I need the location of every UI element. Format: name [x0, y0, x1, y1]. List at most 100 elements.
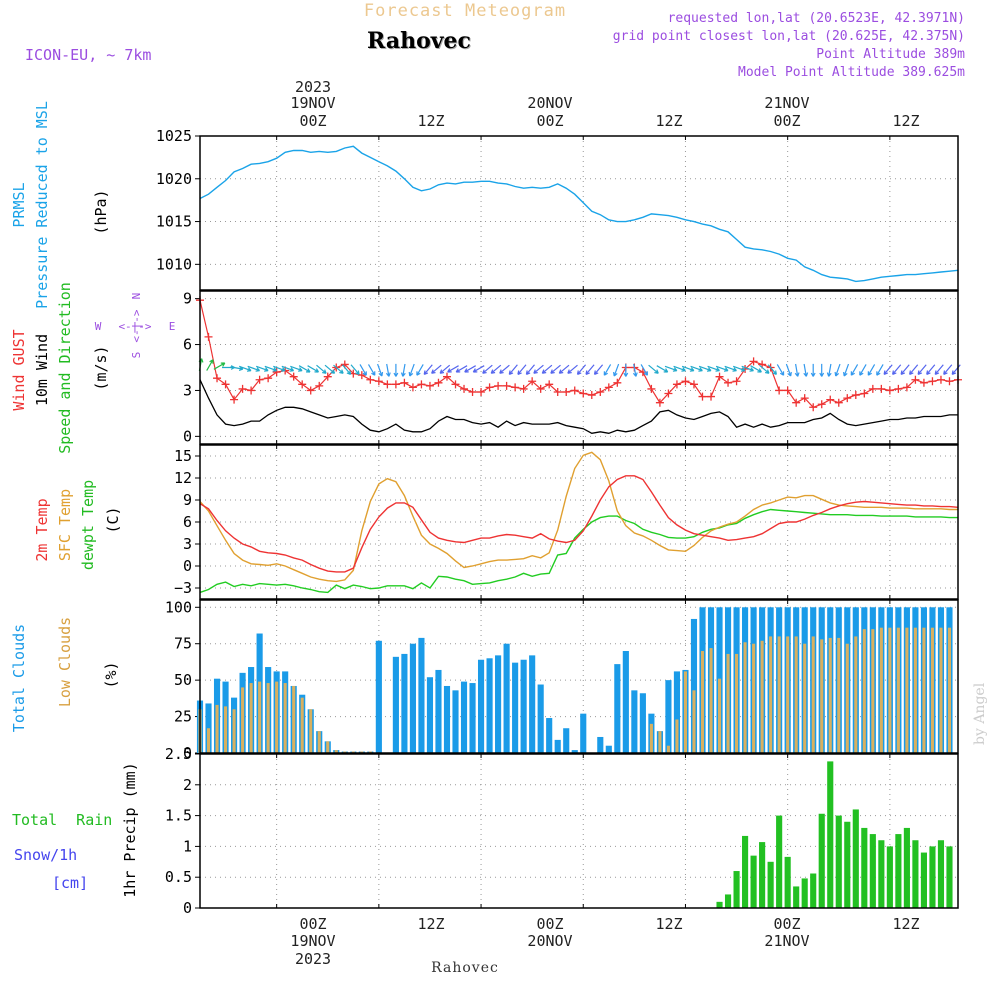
- gust-marker: [877, 384, 886, 393]
- low-cloud-bar: [249, 683, 253, 753]
- wind-direction-arrow: [273, 365, 286, 372]
- wind-direction-arrow: [517, 364, 527, 375]
- wind-direction-arrow: [767, 364, 777, 375]
- panel-precip: 0 0.5 1 1.5 2 2.5: [165, 745, 959, 917]
- low-cloud-bar: [913, 627, 917, 753]
- gust-marker: [596, 387, 605, 396]
- wind-direction-arrow: [423, 364, 433, 375]
- total-cloud-bar: [631, 690, 638, 753]
- gust-marker: [494, 381, 503, 390]
- gust-marker: [936, 375, 945, 384]
- total-cloud-bar: [529, 655, 536, 753]
- gust-marker: [204, 332, 213, 341]
- wind-direction-arrow: [834, 363, 841, 377]
- top-day-4: 21NOV: [764, 94, 809, 112]
- wind-direction-arrow: [385, 363, 391, 377]
- gust-marker: [221, 380, 230, 389]
- low-cloud-bar: [258, 681, 262, 753]
- low-cloud-bar: [692, 690, 696, 753]
- panel-pressure: 1010 1015 1020 1025: [156, 127, 959, 291]
- wind-direction-arrow: [776, 364, 785, 376]
- temp2m-label: 2m Temp: [33, 498, 51, 561]
- rain-bar: [895, 834, 902, 908]
- low-cloud-bar: [283, 683, 287, 753]
- wind-direction-arrow: [926, 364, 936, 375]
- wind-direction-arrow: [943, 364, 953, 375]
- dewpoint-line: [199, 508, 958, 594]
- gust-marker: [604, 383, 613, 392]
- wind-direction-arrow: [290, 365, 303, 372]
- rain-bar: [937, 840, 945, 908]
- gust-marker: [383, 380, 392, 389]
- total-cloud-bar: [580, 713, 587, 753]
- y-tick-label: 0: [183, 557, 192, 575]
- pressure-line: [199, 145, 959, 283]
- low-cloud-bar: [820, 639, 824, 753]
- wind-direction-arrow: [715, 365, 729, 372]
- wind-direction-arrow: [613, 363, 620, 377]
- low-cloud-bar: [292, 685, 296, 753]
- low-cloud-bar: [709, 648, 713, 753]
- low-cloud-bar: [947, 627, 952, 753]
- credit-watermark: by Angel: [972, 682, 988, 745]
- rain-bar: [861, 827, 868, 908]
- total-cloud-bar: [460, 681, 468, 753]
- low-cloud-bar: [683, 671, 687, 753]
- low-cloud-bar: [300, 697, 304, 753]
- rain-bar: [886, 846, 893, 908]
- wind-direction-arrow: [819, 363, 825, 377]
- temp-labels: 2m Temp SFC Temp dewpt Temp (C): [33, 480, 122, 570]
- panel-bg: [200, 445, 958, 599]
- gridpoint-coords: grid point closest lon,lat (20.625E, 42.…: [613, 29, 965, 44]
- gust-marker: [357, 371, 366, 380]
- gust-marker: [485, 383, 494, 392]
- gust-marker: [553, 387, 562, 396]
- wind-direction-arrow: [525, 364, 535, 375]
- rain-bar: [742, 835, 749, 908]
- wind-direction-arrow: [447, 365, 459, 373]
- wind-direction-arrow: [247, 365, 261, 372]
- gust-marker: [272, 368, 281, 377]
- gust-marker: [255, 375, 264, 384]
- wind-direction-arrow: [681, 365, 695, 372]
- low-cloud-bar: [828, 637, 832, 753]
- footer-location: Rahovec: [431, 960, 499, 976]
- gust-marker: [451, 380, 460, 389]
- gust-marker: [511, 383, 520, 392]
- rain-bar: [852, 809, 859, 908]
- wind-direction-arrow: [593, 364, 604, 375]
- rain-bar: [920, 852, 927, 908]
- wind-direction-arrow: [213, 362, 226, 370]
- total-cloud-bar: [409, 643, 416, 753]
- wind-direction-arrow: [264, 365, 278, 372]
- y-tick-label: 1015: [156, 213, 192, 231]
- low-cloud-bar: [215, 704, 219, 753]
- gust-marker: [434, 378, 443, 387]
- wind-direction-arrow: [499, 364, 510, 374]
- gust-marker: [468, 387, 477, 396]
- precip-unit: 1hr Precip (mm): [121, 762, 139, 897]
- y-tick-label: 50: [174, 671, 192, 689]
- gust-marker: [289, 372, 298, 381]
- y-tick-label: 1.5: [165, 807, 192, 825]
- wind-direction-arrow: [794, 363, 800, 377]
- wind-direction-arrow: [951, 364, 961, 375]
- wind-direction-arrow: [576, 364, 587, 375]
- wind-direction-arrow: [603, 364, 612, 376]
- wind-direction-arrow: [281, 365, 295, 372]
- wind-direction-arrow: [298, 365, 311, 373]
- low-cloud-bar: [309, 709, 313, 753]
- model-altitude: Model Point Altitude 389.625m: [738, 65, 965, 80]
- gust-marker: [724, 378, 733, 387]
- low-cloud-bar: [326, 741, 330, 753]
- gust-marker: [817, 400, 826, 409]
- rain-bar: [716, 901, 723, 908]
- gust-marker: [945, 377, 954, 386]
- gust-marker: [834, 398, 843, 407]
- total-cloud-bar: [605, 745, 612, 753]
- y-tick-label: 1025: [156, 127, 192, 145]
- cloud-unit: (%): [102, 661, 120, 688]
- low-cloud-bar: [862, 629, 866, 753]
- chart-title: Forecast Meteogram: [364, 1, 566, 21]
- wind-direction-arrow: [255, 365, 269, 372]
